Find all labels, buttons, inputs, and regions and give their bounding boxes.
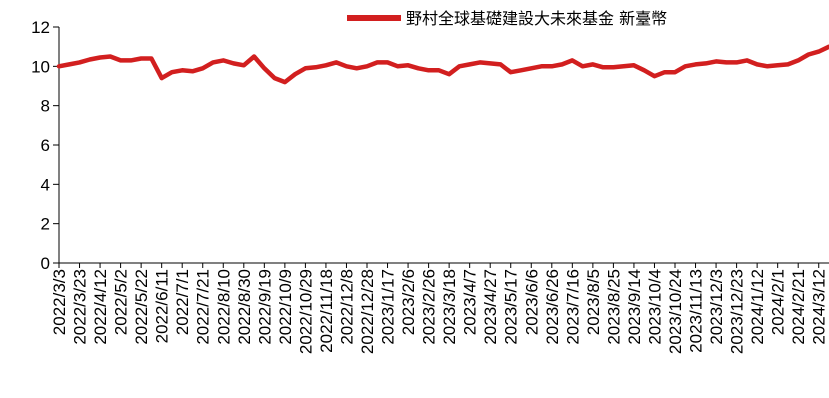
series-line xyxy=(56,44,829,85)
x-tick-label: 2023/10/24 xyxy=(666,269,685,354)
x-tick-label: 2022/8/10 xyxy=(214,269,233,345)
x-tick-label: 2022/10/29 xyxy=(296,269,315,354)
x-tick-label: 2023/9/14 xyxy=(625,269,644,345)
y-tick-label: 10 xyxy=(31,57,50,76)
x-tick-label: 2022/7/1 xyxy=(173,269,192,335)
x-tick-label: 2023/6/6 xyxy=(522,269,541,335)
x-tick-label: 2023/2/6 xyxy=(399,269,418,335)
x-tick-label: 2022/5/22 xyxy=(132,269,151,345)
x-tick-label: 2023/2/26 xyxy=(420,269,439,345)
x-tick-label: 2023/12/23 xyxy=(728,269,747,354)
y-tick-label: 8 xyxy=(41,97,50,116)
y-tick-label: 0 xyxy=(41,254,50,273)
x-tick-label: 2022/3/23 xyxy=(71,269,90,345)
x-tick-label: 2023/4/27 xyxy=(481,269,500,345)
x-tick-label: 2022/12/28 xyxy=(358,269,377,354)
x-tick-label: 2023/1/17 xyxy=(379,269,398,345)
x-tick-label: 2024/2/21 xyxy=(789,269,808,345)
x-tick-label: 2022/7/21 xyxy=(194,269,213,345)
x-tick-label: 2023/5/17 xyxy=(502,269,521,345)
x-tick-label: 2022/10/9 xyxy=(276,269,295,345)
x-tick-label: 2022/11/18 xyxy=(317,269,336,353)
x-tick-group: 2022/3/3 2022/3/23 2022/4/12 2022/5/2 2022/5… xyxy=(50,263,829,354)
legend: 野村全球基礎建設大未來基金 新臺幣 xyxy=(347,9,667,28)
y-axis: 0 2 4 6 8 10 12 xyxy=(31,18,60,273)
plot-area xyxy=(56,44,829,85)
y-tick-label: 2 xyxy=(41,215,50,234)
x-tick-label: 2023/10/4 xyxy=(645,269,664,345)
x-tick-label: 2023/8/25 xyxy=(604,269,623,345)
x-tick-label: 2022/4/12 xyxy=(91,269,110,345)
x-tick-label: 2023/7/16 xyxy=(563,269,582,345)
y-tick-group: 0 2 4 6 8 10 12 xyxy=(31,18,59,273)
x-tick-label: 2023/12/3 xyxy=(707,269,726,345)
x-tick-label: 2023/6/26 xyxy=(543,269,562,345)
x-axis: 2022/3/3 2022/3/23 2022/4/12 2022/5/2 2022/5… xyxy=(50,262,829,354)
x-tick-label: 2022/12/8 xyxy=(337,269,356,345)
x-tick-label: 2023/4/7 xyxy=(461,269,480,335)
x-tick-label: 2022/3/3 xyxy=(50,269,69,335)
x-tick-label: 2023/11/13 xyxy=(687,269,706,353)
x-tick-label: 2023/8/5 xyxy=(584,269,603,335)
x-tick-label: 2022/8/30 xyxy=(235,269,254,345)
x-tick-label: 2022/9/19 xyxy=(255,269,274,345)
x-tick-label: 2024/2/1 xyxy=(769,269,788,335)
y-tick-label: 4 xyxy=(41,175,50,194)
y-tick-label: 12 xyxy=(31,18,50,37)
x-tick-label: 2022/5/2 xyxy=(112,269,131,335)
legend-label: 野村全球基礎建設大未來基金 新臺幣 xyxy=(406,9,667,28)
x-tick-label: 2023/3/18 xyxy=(440,269,459,345)
y-tick-label: 6 xyxy=(41,136,50,155)
x-tick-label: 2024/3/12 xyxy=(810,269,829,345)
x-tick-label: 2024/1/12 xyxy=(748,269,767,345)
x-tick-label: 2022/6/11 xyxy=(153,269,172,343)
